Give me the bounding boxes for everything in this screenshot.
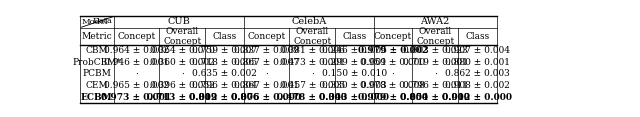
Text: Model: Model <box>81 18 108 26</box>
Text: 0.979 ± 0.000: 0.979 ± 0.000 <box>358 93 428 102</box>
Text: CUB: CUB <box>167 17 190 26</box>
Text: 0.478 ± 0.000: 0.478 ± 0.000 <box>277 93 347 102</box>
Text: 0.457 ± 0.005: 0.457 ± 0.005 <box>280 81 345 90</box>
Text: ECBM: ECBM <box>81 93 113 102</box>
Text: Concept: Concept <box>117 32 156 41</box>
Text: 0.473 ± 0.001: 0.473 ± 0.001 <box>280 58 344 67</box>
Text: 0.973 ± 0.001: 0.973 ± 0.001 <box>101 93 172 102</box>
Text: 0.837 ± 0.009: 0.837 ± 0.009 <box>234 46 299 55</box>
Text: 0.979 ± 0.002: 0.979 ± 0.002 <box>358 46 428 55</box>
Text: Data: Data <box>92 17 112 25</box>
Text: 0.812 ± 0.006: 0.812 ± 0.006 <box>189 93 259 102</box>
Text: 0.364 ± 0.070: 0.364 ± 0.070 <box>150 46 214 55</box>
Text: 0.360 ± 0.002: 0.360 ± 0.002 <box>150 58 214 67</box>
Text: 0.635 ± 0.002: 0.635 ± 0.002 <box>192 69 257 79</box>
Text: 0.965 ± 0.002: 0.965 ± 0.002 <box>104 81 169 90</box>
Text: 0.713 ± 0.009: 0.713 ± 0.009 <box>147 93 218 102</box>
Text: 0.964 ± 0.002: 0.964 ± 0.002 <box>104 46 169 55</box>
Text: ProbCBM*: ProbCBM* <box>72 58 122 67</box>
Text: 0.299 ± 0.001: 0.299 ± 0.001 <box>322 58 387 67</box>
Text: 0.396 ± 0.052: 0.396 ± 0.052 <box>150 81 214 90</box>
Text: Overall
Concept: Overall Concept <box>416 27 454 46</box>
Text: ·: · <box>310 69 314 79</box>
Text: 0.867 ± 0.001: 0.867 ± 0.001 <box>234 81 299 90</box>
Text: Class: Class <box>212 32 236 41</box>
Text: Class: Class <box>342 32 367 41</box>
Text: 0.946 ± 0.001: 0.946 ± 0.001 <box>104 58 169 67</box>
Text: ·: · <box>135 69 138 79</box>
Text: ·: · <box>265 69 268 79</box>
Text: Overall
Concept: Overall Concept <box>163 27 202 46</box>
Text: 0.862 ± 0.003: 0.862 ± 0.003 <box>445 69 509 79</box>
Text: 0.803 ± 0.023: 0.803 ± 0.023 <box>403 46 467 55</box>
Text: 0.908 ± 0.002: 0.908 ± 0.002 <box>445 81 509 90</box>
Text: 0.343 ± 0.000: 0.343 ± 0.000 <box>319 93 389 102</box>
Text: 0.867 ± 0.007: 0.867 ± 0.007 <box>234 58 299 67</box>
Text: CelebA: CelebA <box>291 17 326 26</box>
Text: PCBM: PCBM <box>83 69 111 79</box>
Text: Concept: Concept <box>248 32 285 41</box>
Text: 0.718 ± 0.005: 0.718 ± 0.005 <box>192 58 257 67</box>
Text: CBM: CBM <box>86 46 108 55</box>
Text: Class: Class <box>465 32 490 41</box>
Text: 0.880 ± 0.001: 0.880 ± 0.001 <box>445 58 510 67</box>
Text: 0.796 ± 0.011: 0.796 ± 0.011 <box>403 81 468 90</box>
Text: Concept: Concept <box>374 32 412 41</box>
Text: 0.907 ± 0.004: 0.907 ± 0.004 <box>445 46 510 55</box>
Text: 0.959 ± 0.000: 0.959 ± 0.000 <box>360 58 426 67</box>
Text: 0.978 ± 0.008: 0.978 ± 0.008 <box>360 81 426 90</box>
Text: Overall
Concept: Overall Concept <box>293 27 332 46</box>
Text: 0.381 ± 0.006: 0.381 ± 0.006 <box>280 46 344 55</box>
Text: 0.150 ± 0.010: 0.150 ± 0.010 <box>322 69 387 79</box>
Text: 0.854 ± 0.000: 0.854 ± 0.000 <box>400 93 470 102</box>
Text: 0.759 ± 0.007: 0.759 ± 0.007 <box>192 46 257 55</box>
Text: 0.719 ± 0.001: 0.719 ± 0.001 <box>403 58 468 67</box>
Text: AWA2: AWA2 <box>420 17 450 26</box>
Text: ·: · <box>392 69 394 79</box>
Text: 0.876 ± 0.000: 0.876 ± 0.000 <box>232 93 301 102</box>
Text: Metric: Metric <box>81 32 112 41</box>
Text: 0.796 ± 0.004: 0.796 ± 0.004 <box>192 81 257 90</box>
Text: 0.330 ± 0.003: 0.330 ± 0.003 <box>322 81 387 90</box>
Text: ·: · <box>434 69 436 79</box>
Text: CEM: CEM <box>86 81 108 90</box>
Text: 0.912 ± 0.000: 0.912 ± 0.000 <box>442 93 512 102</box>
Text: 0.246 ± 0.005: 0.246 ± 0.005 <box>322 46 387 55</box>
Text: ·: · <box>180 69 184 79</box>
